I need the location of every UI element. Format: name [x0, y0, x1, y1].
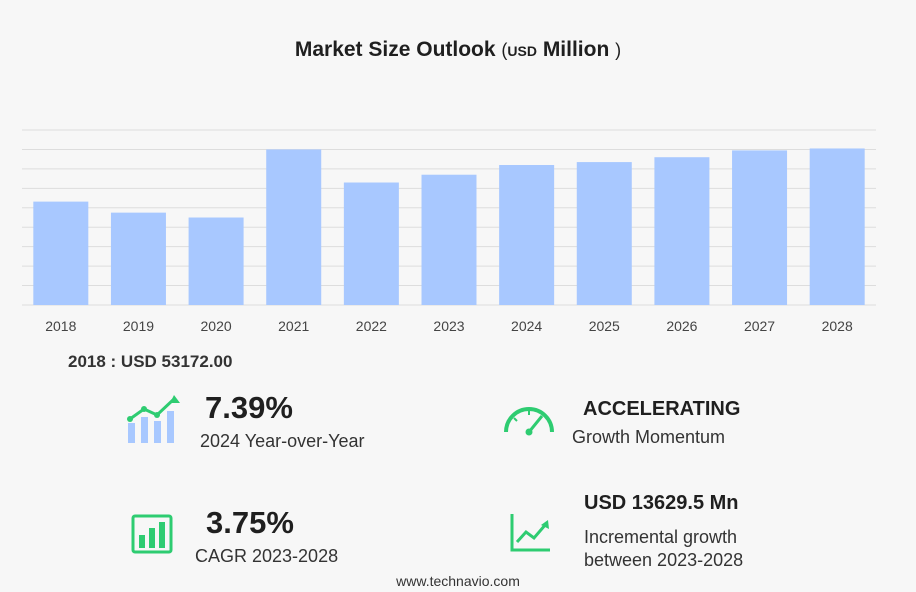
bar-2022 — [343, 182, 399, 305]
speedometer-icon — [504, 407, 554, 436]
bar-growth-icon — [127, 395, 180, 443]
bar-2023 — [421, 174, 477, 305]
x-tick-label: 2023 — [433, 318, 464, 334]
x-tick-label: 2019 — [123, 318, 154, 334]
x-tick-label: 2021 — [278, 318, 309, 334]
bar-2026 — [654, 157, 710, 305]
footer-url: www.technavio.com — [396, 573, 520, 589]
x-tick-label: 2025 — [589, 318, 620, 334]
incremental-stat: USD 13629.5 Mn — [584, 492, 739, 515]
x-tick-label: 2024 — [511, 318, 542, 334]
x-tick-label: 2028 — [822, 318, 853, 334]
bar-2028 — [809, 148, 865, 305]
incremental-value: USD 13629.5 Mn — [584, 492, 739, 514]
cagr-label: CAGR 2023-2028 — [195, 546, 339, 566]
bar-2020 — [188, 217, 244, 305]
chart-title: Market Size Outlook (USD Million ) — [0, 38, 916, 62]
momentum-label-block: Growth Momentum — [572, 427, 725, 448]
yoy-stat: 7.39% — [205, 390, 293, 426]
x-tick-label: 2027 — [744, 318, 775, 334]
bar-2019 — [110, 212, 166, 305]
bar-2025 — [576, 162, 632, 305]
title-main: Market Size Outlook — [294, 38, 496, 61]
incremental-label-block: Incremental growth between 2023-2028 — [584, 526, 743, 572]
bar-2027 — [732, 150, 788, 305]
cagr-stat: 3.75% — [206, 505, 294, 541]
bar-2021 — [266, 149, 322, 305]
cagr-value: 3.75% — [206, 505, 294, 540]
title-paren-open: ( — [501, 40, 508, 60]
yoy-value: 7.39% — [205, 390, 293, 425]
yoy-label: 2024 Year-over-Year — [200, 431, 365, 451]
bar-2024 — [499, 165, 555, 305]
momentum-label: Growth Momentum — [572, 427, 726, 447]
x-tick-label: 2022 — [356, 318, 387, 334]
incremental-label-line2: between 2023-2028 — [584, 550, 744, 570]
yoy-label-block: 2024 Year-over-Year — [200, 431, 364, 452]
title-unit: USD — [507, 43, 537, 59]
bar-chart-icon — [131, 514, 173, 554]
momentum-stat: ACCELERATING — [583, 398, 740, 421]
momentum-value: ACCELERATING — [583, 398, 741, 420]
x-tick-label: 2018 — [45, 318, 76, 334]
x-tick-label: 2020 — [201, 318, 232, 334]
bar-2018 — [33, 201, 89, 305]
cagr-label-block: CAGR 2023-2028 — [195, 546, 338, 567]
base-year-value: 2018 : USD 53172.00 — [68, 352, 233, 371]
bar-chart: 2018 2019 2020 2021 2022 2023 2024 2025 2026 2027… — [22, 129, 876, 334]
incremental-label-line1: Incremental growth — [584, 527, 738, 547]
x-tick-label: 2026 — [666, 318, 697, 334]
line-trend-icon — [510, 514, 550, 552]
title-paren-close: ) — [615, 40, 622, 60]
title-unit-word: Million — [542, 38, 610, 61]
